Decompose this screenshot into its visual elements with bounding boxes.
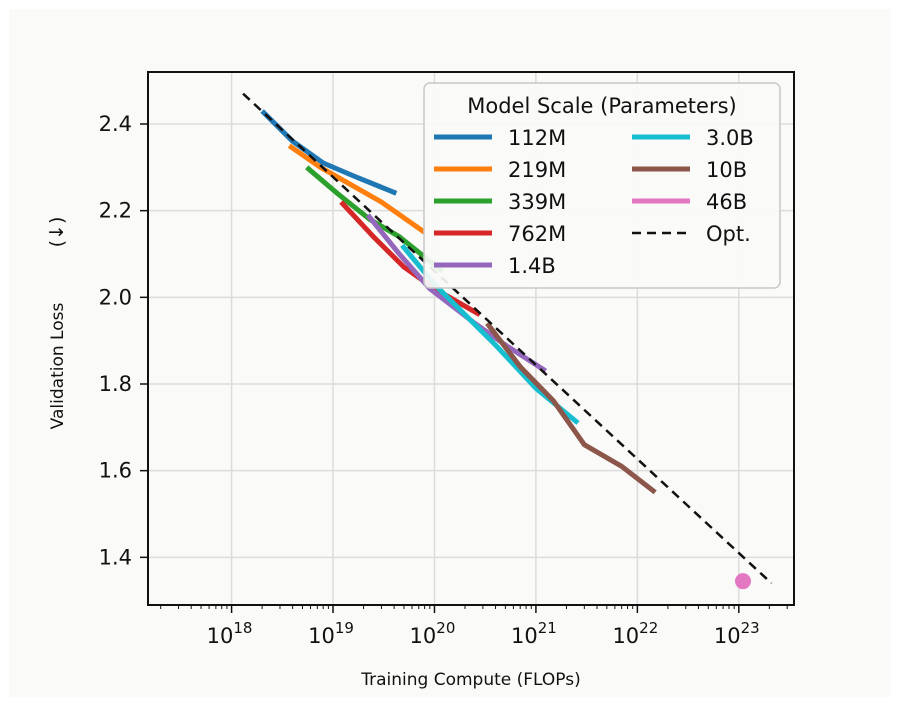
legend: Model Scale (Parameters) 112M 219M 339M 762… [423,82,781,289]
x-tick-label: 1021 [511,619,557,648]
x-tick-label: 1020 [410,619,456,648]
series-112m-line [260,109,398,196]
series-1-4b-line [365,213,548,374]
legend-label-10b: 10B [706,158,747,182]
y-tick-label: 1.4 [99,545,132,569]
y-axis-label: Validation Loss [48,303,68,430]
legend-label-46b: 46B [706,190,747,214]
y-tick-label: 2.0 [99,285,132,309]
y-tick-label: 1.6 [99,459,132,483]
y-axis-arrow-group: (↓) [46,217,68,248]
series-10b-line [485,321,657,495]
y-axis-label-group: Validation Loss [48,303,68,430]
y-tick-label: 2.4 [99,112,132,136]
legend-label-112m: 112M [508,126,566,150]
x-tick-label: 1018 [207,619,253,648]
legend-title: Model Scale (Parameters) [467,94,736,118]
series-opt-line [242,92,773,585]
legend-label-3-0b: 3.0B [706,126,754,150]
series-46b-point [735,573,752,590]
legend-label-339m: 339M [508,190,566,214]
x-tick-label: 1022 [612,619,658,648]
legend-label-219m: 219M [508,158,566,182]
axis-ticks: 1018 1019 1020 1021 1022 1023 1.4 1.6 1.8 2.0 2.2 2… [99,112,788,648]
y-axis-arrow: (↓) [46,217,68,248]
x-tick-label: 1023 [714,619,760,648]
x-axis-label: Training Compute (FLOPs) [360,670,581,690]
legend-label-1-4b: 1.4B [508,254,556,278]
x-tick-label: 1019 [308,619,354,648]
legend-label-opt: Opt. [706,222,751,246]
legend-box [423,82,781,289]
plot-frame [147,71,795,606]
legend-label-762m: 762M [508,222,566,246]
y-tick-label: 2.2 [99,199,132,223]
series-219m-line [287,143,427,235]
y-tick-label: 1.8 [99,372,132,396]
legend-entries: 112M 219M 339M 762M 1.4B 3.0B 10B 46B Opt. [434,126,754,278]
